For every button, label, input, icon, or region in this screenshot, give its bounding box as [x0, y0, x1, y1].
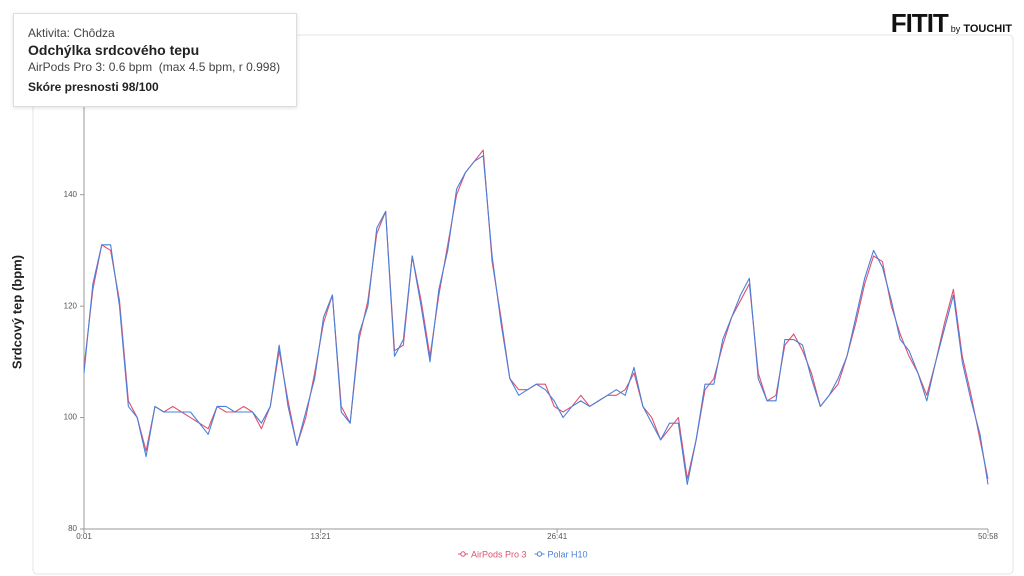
y-tick-label: 120 [64, 301, 78, 310]
legend-marker [536, 551, 543, 557]
y-tick-label: 80 [68, 524, 77, 533]
y-tick-label: 100 [64, 413, 78, 422]
logo-name: TOUCHIT [963, 23, 1012, 35]
x-tick-label: 26:41 [547, 532, 568, 541]
x-tick-label: 0:01 [76, 532, 92, 541]
x-tick-label: 50:58 [978, 532, 999, 541]
y-tick-label: 140 [64, 190, 78, 199]
detail: AirPods Pro 3: 0.6 bpm (max 4.5 bpm, r 0… [28, 60, 281, 74]
legend-label: Polar H10 [548, 549, 588, 559]
score: Skóre presnosti 98/100 [28, 80, 159, 94]
legend-marker [460, 551, 466, 557]
series-line [83, 155, 989, 485]
info-panel: Aktivita: Chôdza Odchýlka srdcového tepu… [13, 13, 297, 107]
legend: AirPods Pro 3 Polar H10 [458, 549, 588, 559]
chart-frame [32, 34, 1014, 575]
x-tick-label: 13:21 [311, 532, 332, 541]
legend-item: AirPods Pro 3 [458, 549, 527, 559]
heading: Odchýlka srdcového tepu [28, 42, 200, 58]
logo-by: by [950, 24, 961, 34]
y-axis-label: Srdcový tep (bpm) [9, 255, 24, 369]
legend-label: AirPods Pro 3 [471, 549, 527, 559]
logo: FITIT [890, 8, 949, 38]
legend-item: Polar H10 [534, 549, 588, 559]
activity: Aktivita: Chôdza [28, 26, 115, 40]
brand: FITIT by TOUCHIT [891, 8, 1012, 39]
